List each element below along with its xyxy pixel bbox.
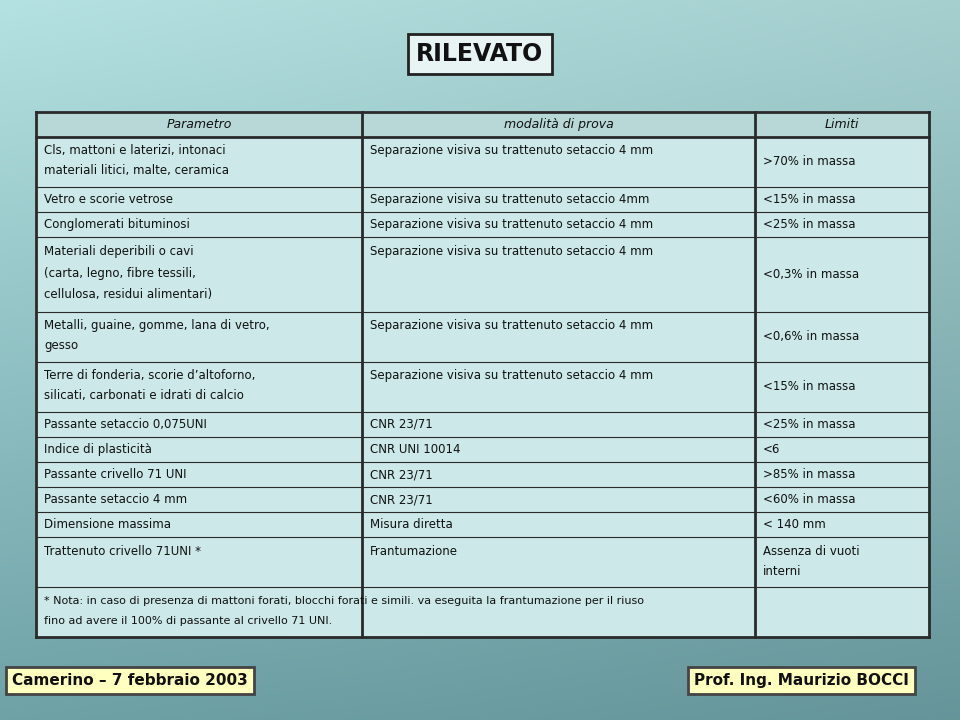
Polygon shape	[36, 437, 929, 462]
Text: materiali litici, malte, ceramica: materiali litici, malte, ceramica	[44, 164, 229, 177]
Text: Metalli, guaine, gomme, lana di vetro,: Metalli, guaine, gomme, lana di vetro,	[44, 320, 270, 333]
Text: Trattenuto crivello 71UNI *: Trattenuto crivello 71UNI *	[44, 544, 202, 557]
Text: (carta, legno, fibre tessili,: (carta, legno, fibre tessili,	[44, 266, 196, 279]
Text: gesso: gesso	[44, 339, 79, 352]
Text: <60% in massa: <60% in massa	[763, 493, 855, 506]
Text: fino ad avere il 100% di passante al crivello 71 UNI.: fino ad avere il 100% di passante al cri…	[44, 616, 332, 626]
Text: * Nota: in caso di presenza di mattoni forati, blocchi forati e simili. va esegu: * Nota: in caso di presenza di mattoni f…	[44, 596, 644, 606]
Polygon shape	[36, 537, 929, 587]
Text: Passante setaccio 4 mm: Passante setaccio 4 mm	[44, 493, 187, 506]
Text: Vetro e scorie vetrose: Vetro e scorie vetrose	[44, 193, 173, 206]
Text: Passante crivello 71 UNI: Passante crivello 71 UNI	[44, 468, 186, 481]
Text: Camerino – 7 febbraio 2003: Camerino – 7 febbraio 2003	[12, 673, 248, 688]
Text: cellulosa, residui alimentari): cellulosa, residui alimentari)	[44, 288, 212, 301]
Text: <0,3% in massa: <0,3% in massa	[763, 268, 859, 281]
Text: Misura diretta: Misura diretta	[370, 518, 453, 531]
Polygon shape	[36, 137, 929, 186]
Text: CNR 23/71: CNR 23/71	[370, 493, 433, 506]
Text: <15% in massa: <15% in massa	[763, 193, 855, 206]
Polygon shape	[36, 462, 929, 487]
Text: < 140 mm: < 140 mm	[763, 518, 826, 531]
Text: CNR 23/71: CNR 23/71	[370, 468, 433, 481]
Polygon shape	[36, 237, 929, 312]
Text: interni: interni	[763, 564, 802, 577]
Polygon shape	[36, 362, 929, 412]
Text: CNR 23/71: CNR 23/71	[370, 418, 433, 431]
Text: Limiti: Limiti	[825, 117, 859, 130]
Text: CNR UNI 10014: CNR UNI 10014	[370, 443, 461, 456]
Text: <6: <6	[763, 443, 780, 456]
Polygon shape	[36, 587, 929, 637]
Text: silicati, carbonati e idrati di calcio: silicati, carbonati e idrati di calcio	[44, 390, 244, 402]
Text: >70% in massa: >70% in massa	[763, 155, 855, 168]
Text: Passante setaccio 0,075UNI: Passante setaccio 0,075UNI	[44, 418, 207, 431]
Text: Separazione visiva su trattenuto setaccio 4 mm: Separazione visiva su trattenuto setacci…	[370, 246, 653, 258]
Text: modalità di prova: modalità di prova	[504, 117, 613, 130]
Text: Dimensione massima: Dimensione massima	[44, 518, 171, 531]
Text: Indice di plasticità: Indice di plasticità	[44, 443, 152, 456]
Text: Assenza di vuoti: Assenza di vuoti	[763, 544, 859, 557]
Polygon shape	[36, 112, 929, 137]
Text: Separazione visiva su trattenuto setaccio 4 mm: Separazione visiva su trattenuto setacci…	[370, 320, 653, 333]
Text: Separazione visiva su trattenuto setaccio 4 mm: Separazione visiva su trattenuto setacci…	[370, 369, 653, 382]
Text: Materiali deperibili o cavi: Materiali deperibili o cavi	[44, 246, 194, 258]
Text: >85% in massa: >85% in massa	[763, 468, 855, 481]
Text: Prof. Ing. Maurizio BOCCI: Prof. Ing. Maurizio BOCCI	[694, 673, 909, 688]
Polygon shape	[36, 512, 929, 537]
Text: Separazione visiva su trattenuto setaccio 4 mm: Separazione visiva su trattenuto setacci…	[370, 144, 653, 157]
Text: <25% in massa: <25% in massa	[763, 217, 855, 230]
Text: Separazione visiva su trattenuto setaccio 4 mm: Separazione visiva su trattenuto setacci…	[370, 217, 653, 230]
Text: <0,6% in massa: <0,6% in massa	[763, 330, 859, 343]
Polygon shape	[36, 487, 929, 512]
Text: <15% in massa: <15% in massa	[763, 380, 855, 393]
Text: Conglomerati bituminosi: Conglomerati bituminosi	[44, 217, 190, 230]
Text: Cls, mattoni e laterizi, intonaci: Cls, mattoni e laterizi, intonaci	[44, 144, 226, 157]
Text: RILEVATO: RILEVATO	[417, 42, 543, 66]
Polygon shape	[36, 212, 929, 237]
Text: Frantumazione: Frantumazione	[370, 544, 458, 557]
Polygon shape	[36, 412, 929, 437]
Text: Parametro: Parametro	[167, 117, 232, 130]
Polygon shape	[36, 312, 929, 362]
Text: Separazione visiva su trattenuto setaccio 4mm: Separazione visiva su trattenuto setacci…	[370, 193, 649, 206]
Polygon shape	[36, 186, 929, 212]
Text: Terre di fonderia, scorie d’altoforno,: Terre di fonderia, scorie d’altoforno,	[44, 369, 255, 382]
Text: <25% in massa: <25% in massa	[763, 418, 855, 431]
